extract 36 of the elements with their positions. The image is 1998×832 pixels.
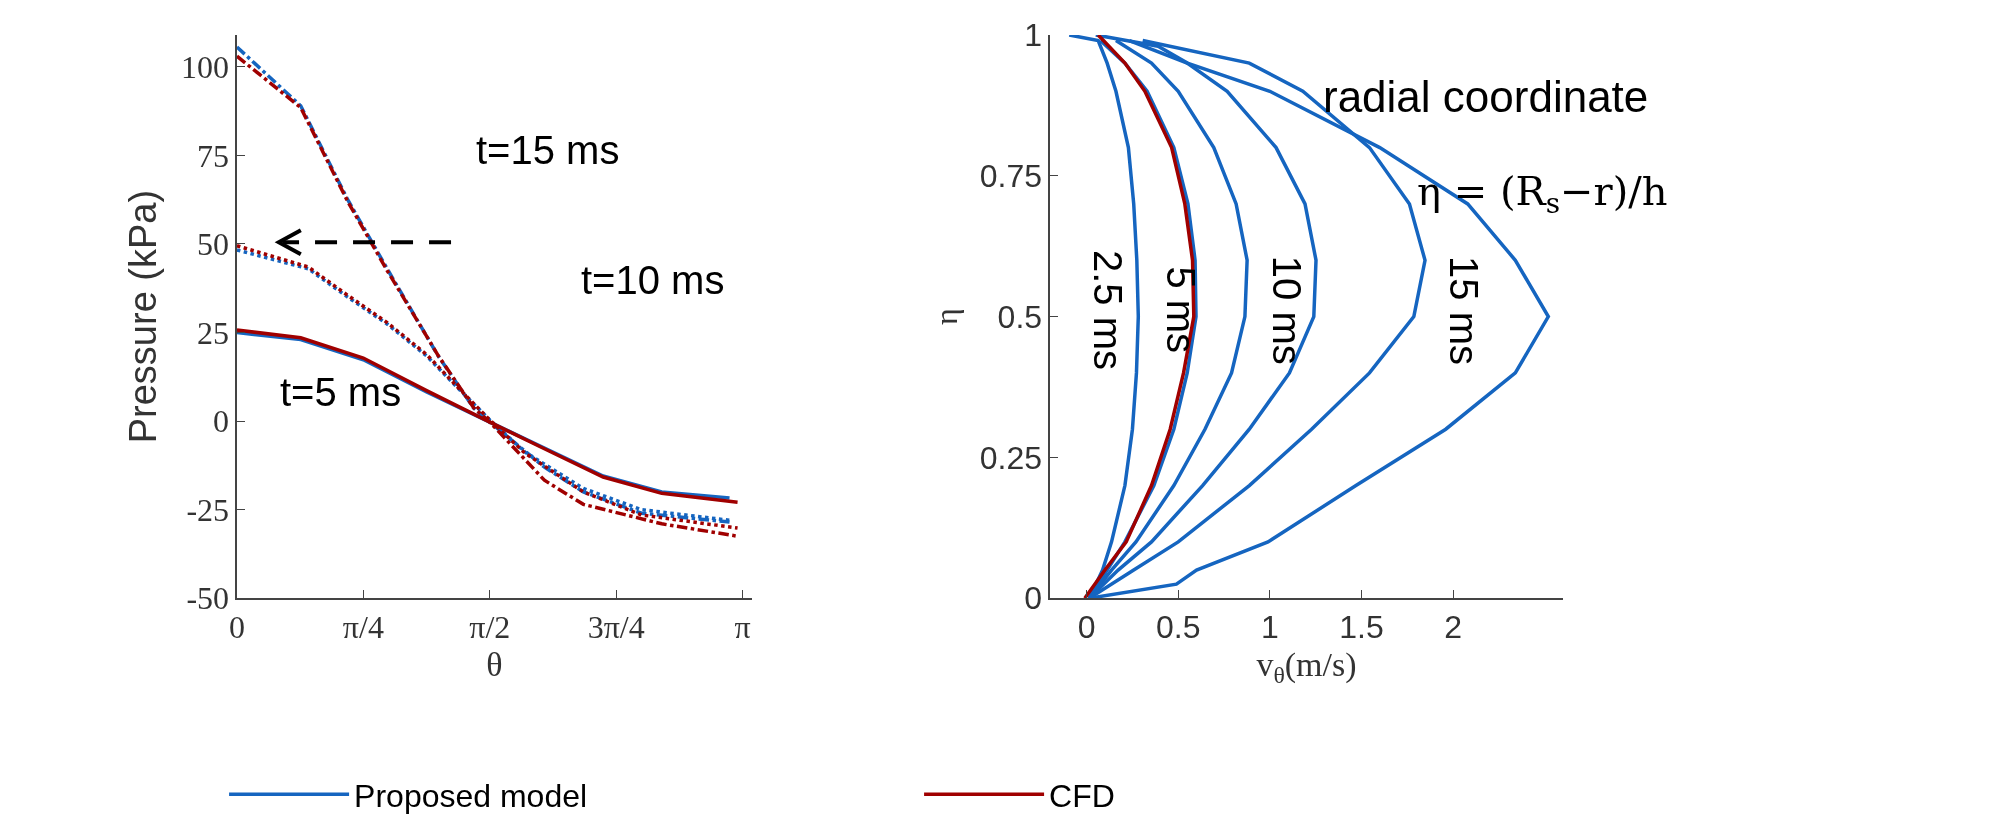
y-tick-label: 25 xyxy=(197,314,230,351)
x-tick-label: 0 xyxy=(1077,609,1096,646)
y-tick-label: 0.75 xyxy=(979,157,1043,194)
y-tick-label: 50 xyxy=(197,226,230,263)
x-tick-label: 1.5 xyxy=(1339,609,1384,646)
annotation: radial coordinate xyxy=(1323,72,1649,121)
legend-label: Proposed model xyxy=(354,777,588,814)
x-tick-label: π xyxy=(734,609,751,646)
annotation: t=15 ms xyxy=(476,128,620,172)
annotation: 15 ms xyxy=(1441,256,1486,365)
x-tick-label: π/4 xyxy=(342,609,384,646)
annotation: t=5 ms xyxy=(280,370,402,414)
annotation: 2.5 ms xyxy=(1085,249,1130,371)
x-axis-title: θ xyxy=(486,646,503,684)
annotation: 10 ms xyxy=(1264,255,1309,365)
x-tick-label: 3π/4 xyxy=(587,609,645,646)
y-axis-title: η xyxy=(928,308,965,325)
x-axis-title: v$_{θ}$(m/s) xyxy=(1256,646,1357,689)
y-tick-label: 0.5 xyxy=(997,298,1043,335)
y-tick-label: 0 xyxy=(1024,580,1043,617)
y-tick-label: 0 xyxy=(213,403,230,440)
y-tick-label: 100 xyxy=(181,49,230,86)
y-axis-title: Pressure (kPa) xyxy=(122,189,165,444)
legend-label: CFD xyxy=(1049,777,1115,814)
y-tick-label: -50 xyxy=(186,580,230,617)
annotation: 5 ms xyxy=(1159,266,1204,354)
y-tick-label: 0.25 xyxy=(979,439,1043,476)
annotation: η = (R$_{s}$−r)/h xyxy=(1417,168,1668,221)
x-tick-label: 1 xyxy=(1260,609,1279,646)
y-tick-label: 75 xyxy=(197,137,230,174)
y-tick-label: -25 xyxy=(186,491,230,528)
x-tick-label: π/2 xyxy=(469,609,511,646)
annotation: t=10 ms xyxy=(581,258,725,302)
x-tick-label: 2 xyxy=(1444,609,1462,646)
y-tick-label: 1 xyxy=(1024,17,1043,54)
x-tick-label: 0.5 xyxy=(1155,609,1201,646)
